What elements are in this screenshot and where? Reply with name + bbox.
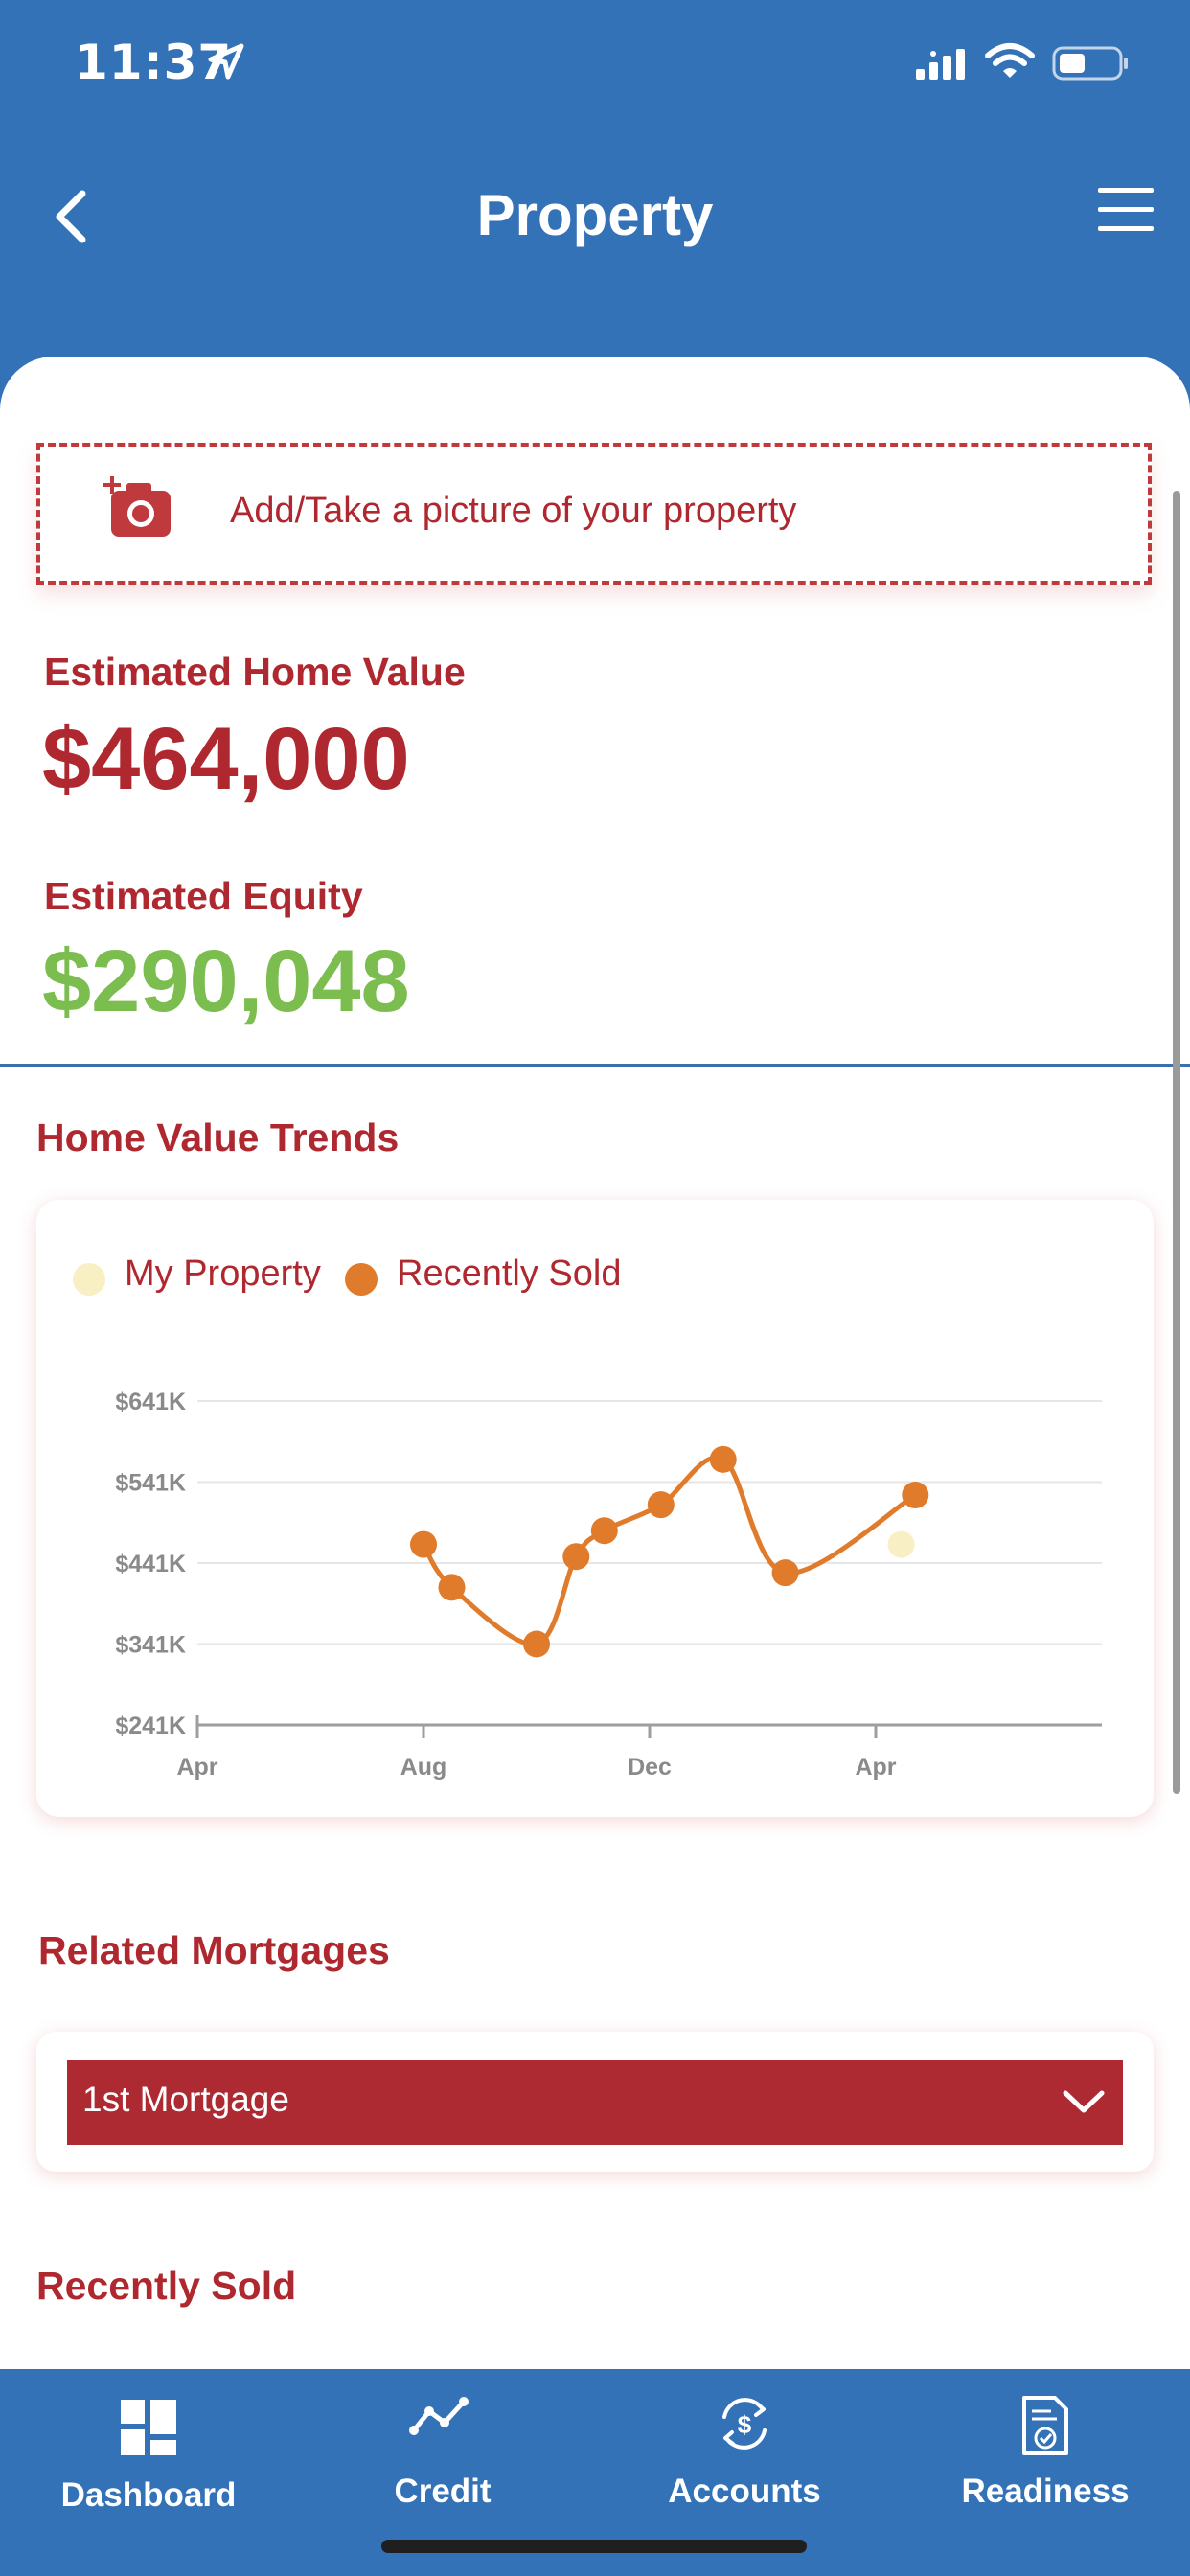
wifi-icon [985,43,1035,78]
tab-dashboard[interactable]: Dashboard [0,2369,297,2551]
tab-credit[interactable]: Credit [294,2369,591,2551]
dashboard-icon [121,2400,176,2455]
chevron-down-icon [1063,2090,1105,2113]
back-chevron-icon[interactable] [44,182,102,249]
tab-accounts-label: Accounts [668,2472,821,2510]
mortgage-card: 1st Mortgage [36,2032,1154,2172]
add-photo-button[interactable]: Add/Take a picture of your property [36,443,1152,585]
x-tick-label: Aug [400,1754,447,1781]
recently-sold-line [421,1455,917,1647]
recently-sold-point [410,1530,437,1558]
cellular-signal-icon [916,49,965,80]
y-tick-label: $241K [115,1713,186,1739]
credit-trend-icon [409,2397,469,2435]
related-mortgages-title: Related Mortgages [38,1928,390,1972]
y-tick-label: $641K [115,1389,186,1415]
add-camera-icon [103,476,171,537]
tab-readiness[interactable]: Readiness [897,2369,1190,2551]
home-value-label: Estimated Home Value [44,650,466,694]
x-tick-label: Apr [176,1754,217,1781]
tab-accounts[interactable]: $ Accounts [596,2369,893,2551]
mortgage-dropdown-value: 1st Mortgage [82,2080,289,2119]
recently-sold-point [562,1543,590,1571]
y-tick-label: $341K [115,1632,186,1659]
home-value-chart-card: My Property Recently Sold $641K $541K $441… [36,1200,1154,1817]
equity-label: Estimated Equity [44,874,363,918]
header: Property [0,144,1190,288]
readiness-document-icon [1022,2396,1068,2455]
tab-readiness-label: Readiness [961,2472,1130,2510]
location-arrow-icon [208,43,244,80]
legend-recently-sold-label: Recently Sold [397,1254,622,1294]
home-value-trends-title: Home Value Trends [36,1116,400,1160]
recently-sold-point [647,1491,675,1519]
recently-sold-point [709,1445,737,1473]
svg-text:$: $ [738,2410,752,2439]
my-property-point [887,1530,915,1558]
content-panel: Add/Take a picture of your property Esti… [0,356,1190,2369]
mortgage-dropdown[interactable]: 1st Mortgage [67,2060,1123,2145]
recently-sold-title: Recently Sold [36,2264,297,2308]
section-divider [0,1064,1190,1067]
legend-my-property-swatch [73,1263,105,1296]
home-value-amount: $464,000 [42,710,410,808]
recently-sold-point [902,1482,929,1509]
y-tick-label: $541K [115,1470,186,1497]
y-tick-label: $441K [115,1551,186,1577]
accounts-dollar-icon: $ [722,2398,767,2450]
battery-icon [1052,46,1128,80]
legend-recently-sold-swatch [345,1263,378,1296]
hamburger-menu-icon[interactable] [1092,182,1159,240]
home-indicator [381,2540,807,2553]
tab-dashboard-label: Dashboard [60,2476,237,2514]
x-tick-label: Dec [628,1754,672,1781]
add-photo-label: Add/Take a picture of your property [230,491,797,531]
equity-amount: $290,048 [42,932,410,1030]
legend-my-property-label: My Property [125,1254,321,1294]
tab-credit-label: Credit [394,2472,492,2510]
home-value-trend-chart: $641K $541K $441K $341K $241K Apr Aug Dec Apr [115,1389,1102,1781]
recently-sold-point [771,1559,799,1587]
recently-sold-point [438,1574,466,1601]
x-tick-label: Apr [855,1754,896,1781]
scrollbar[interactable] [1173,491,1180,1794]
status-time: 11:37 [75,34,233,90]
page-title: Property [476,183,714,247]
status-bar: 11:37 [0,0,1190,134]
recently-sold-point [590,1517,618,1545]
recently-sold-point [523,1630,550,1658]
